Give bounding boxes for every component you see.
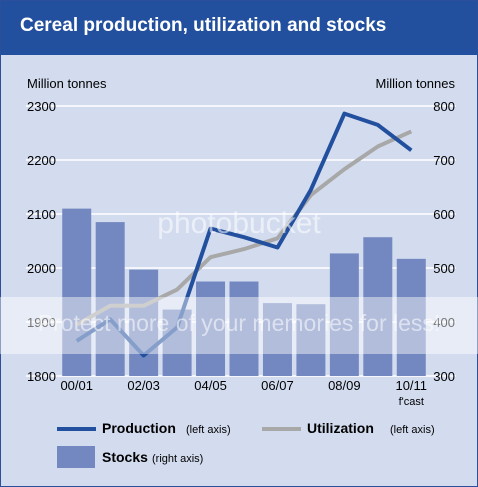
stocks-bar	[95, 222, 125, 376]
left-axis-label: Million tonnes	[27, 76, 107, 91]
right-tick-label: 600	[433, 207, 455, 222]
chart-title: Cereal production, utilization and stock…	[20, 15, 387, 36]
x-tick-sublabel: f'cast	[399, 396, 424, 408]
right-tick-label: 700	[433, 153, 455, 168]
left-tick-label: 2100	[27, 207, 56, 222]
stocks-bar	[363, 237, 393, 376]
right-tick-label: 500	[433, 261, 455, 276]
x-tick-label: 10/11	[395, 378, 427, 393]
legend-stocks-swatch	[57, 446, 95, 468]
legend-stocks-note: (right axis)	[152, 453, 203, 465]
legend-stocks-label: Stocks	[102, 449, 148, 465]
legend-utilization-note: (left axis)	[390, 424, 435, 436]
watermark-banner	[0, 297, 478, 354]
right-axis-label: Million tonnes	[376, 76, 456, 91]
legend-production-note: (left axis)	[186, 424, 231, 436]
left-tick-label: 1800	[27, 369, 56, 384]
stocks-bar	[262, 303, 292, 376]
left-tick-label: 1900	[27, 315, 56, 330]
left-tick-label: 2300	[27, 99, 56, 114]
utilization-line	[75, 129, 413, 327]
right-tick-label: 300	[433, 369, 455, 384]
chart-header: Cereal production, utilization and stock…	[1, 1, 477, 55]
x-tick-label: 08/09	[328, 378, 361, 393]
production-line	[75, 111, 413, 358]
watermark-text: Protect more of your memories for less!	[38, 310, 441, 336]
legend-production-label: Production	[102, 420, 176, 436]
x-tick-label: 06/07	[261, 378, 294, 393]
x-tick-label: 04/05	[194, 378, 227, 393]
x-tick-label: 00/01	[60, 378, 93, 393]
left-tick-label: 2200	[27, 153, 56, 168]
stocks-bar	[196, 281, 226, 376]
stocks-bar	[396, 258, 426, 376]
stocks-bar	[329, 253, 359, 376]
right-tick-label: 400	[433, 315, 455, 330]
x-tick-label: 02/03	[127, 378, 160, 393]
stocks-bar	[129, 269, 159, 376]
stocks-bar	[229, 281, 259, 376]
stocks-bar	[62, 208, 92, 376]
left-tick-label: 2000	[27, 261, 56, 276]
right-tick-label: 800	[433, 99, 455, 114]
watermark-brand: photobucket	[157, 207, 321, 240]
stocks-bar	[162, 309, 192, 376]
legend-utilization-label: Utilization	[307, 420, 374, 436]
stocks-bar	[296, 304, 326, 376]
